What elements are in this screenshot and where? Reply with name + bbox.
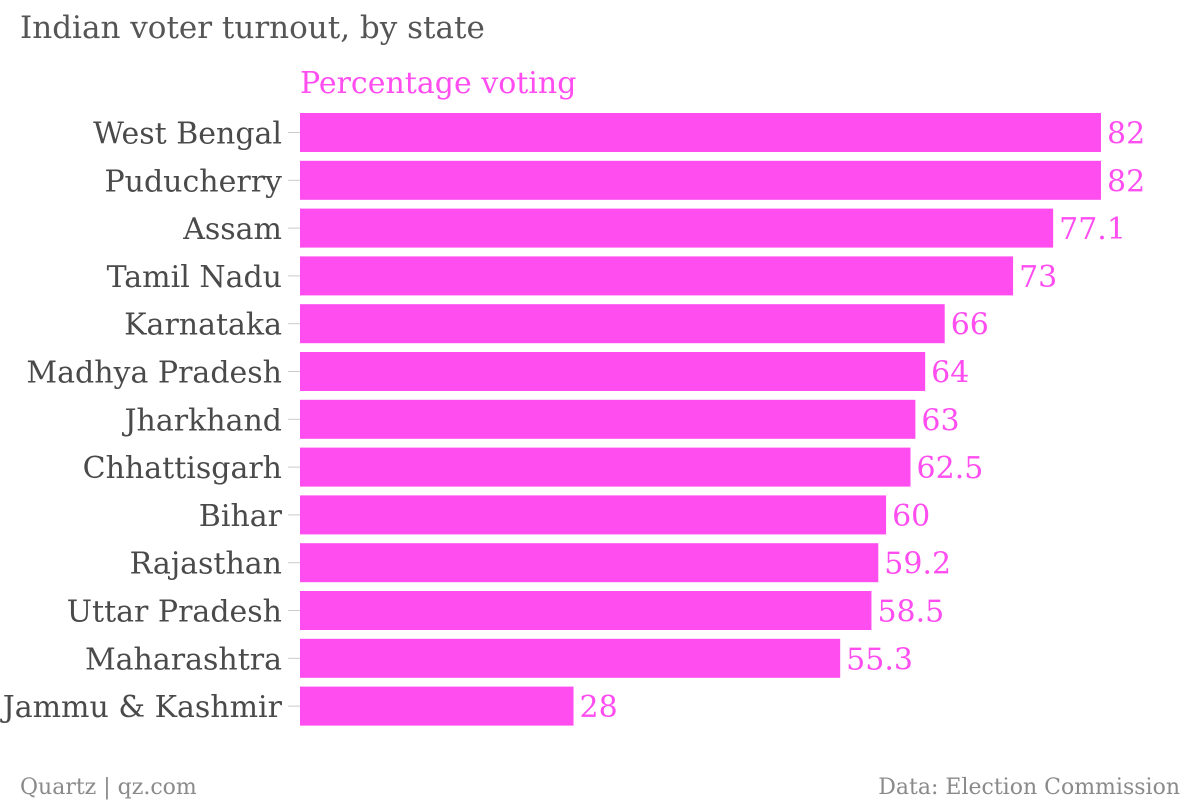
category-label: Assam	[182, 212, 282, 247]
category-label: Jammu & Kashmir	[0, 690, 283, 725]
bars-layer: West Bengal 82 Puducherry 82 Assam 77.1 Tamil …	[0, 113, 1145, 726]
bar	[300, 304, 945, 344]
bar	[300, 447, 911, 487]
value-label: 82	[1107, 117, 1145, 152]
category-label: Karnataka	[124, 308, 282, 343]
footer-credit: Quartz | qz.com	[20, 775, 197, 800]
series-label: Percentage voting	[300, 66, 576, 101]
value-label: 66	[951, 308, 989, 343]
value-label: 55.3	[846, 642, 913, 677]
category-label: West Bengal	[93, 117, 282, 152]
bar	[300, 352, 926, 391]
footer-source: Data: Election Commission	[878, 775, 1180, 800]
category-label: Puducherry	[104, 164, 282, 199]
bar	[300, 113, 1101, 152]
category-label: Madhya Pradesh	[26, 356, 282, 391]
bar	[300, 686, 574, 726]
value-label: 59.2	[884, 547, 951, 582]
chart-title: Indian voter turnout, by state	[20, 10, 485, 46]
value-label: 63	[921, 403, 959, 438]
bar	[300, 399, 916, 439]
value-label: 82	[1107, 164, 1145, 199]
bar	[300, 543, 879, 583]
bar	[300, 208, 1054, 248]
category-label: Bihar	[199, 499, 283, 534]
bar	[300, 160, 1101, 200]
category-label: Uttar Pradesh	[67, 595, 282, 630]
bar	[300, 638, 841, 678]
category-label: Tamil Nadu	[107, 260, 282, 295]
bar	[300, 591, 872, 630]
category-label: Jharkhand	[122, 403, 283, 438]
bar	[300, 495, 887, 535]
category-label: Chhattisgarh	[83, 451, 282, 486]
value-label: 62.5	[917, 451, 984, 486]
bar	[300, 256, 1014, 296]
value-label: 58.5	[877, 595, 944, 630]
value-label: 77.1	[1059, 212, 1126, 247]
value-label: 73	[1019, 260, 1057, 295]
value-label: 64	[931, 356, 969, 391]
value-label: 28	[580, 690, 618, 725]
value-label: 60	[892, 499, 930, 534]
category-label: Maharashtra	[85, 642, 282, 677]
category-label: Rajasthan	[130, 547, 282, 582]
